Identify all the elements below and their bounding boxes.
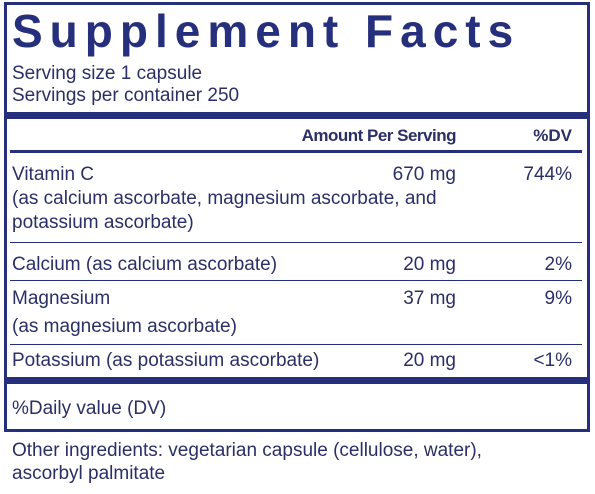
nutrient-name: Calcium (as calcium ascorbate) xyxy=(12,254,278,275)
nutrient-name: Potassium (as potassium ascorbate) xyxy=(12,350,320,371)
row-rule xyxy=(10,344,582,345)
nutrient-note: potassium ascorbate) xyxy=(12,212,194,233)
daily-value: 2% xyxy=(544,254,572,275)
thick-bar xyxy=(7,112,587,119)
amount-header: Amount Per Serving xyxy=(301,126,457,145)
title: Supplement Facts xyxy=(12,5,521,57)
amount: 37 mg xyxy=(403,288,456,309)
amount: 20 mg xyxy=(403,350,456,371)
servings-per-container: Servings per container 250 xyxy=(12,85,240,106)
header-rule xyxy=(10,150,582,153)
thick-bar xyxy=(7,377,587,384)
facts-box xyxy=(4,2,590,432)
nutrient-name: Magnesium xyxy=(12,288,111,309)
row-rule xyxy=(10,280,582,281)
daily-value: 744% xyxy=(523,164,572,185)
row-rule xyxy=(10,242,582,243)
amount: 670 mg xyxy=(392,164,456,185)
nutrient-name: Vitamin C xyxy=(12,164,95,185)
footnote: %Daily value (DV) xyxy=(12,398,167,419)
daily-value: 9% xyxy=(544,288,572,309)
other-ingredients: ascorbyl palmitate xyxy=(12,463,166,484)
other-ingredients: Other ingredients: vegetarian capsule (c… xyxy=(12,440,482,461)
serving-size: Serving size 1 capsule xyxy=(12,63,203,84)
amount: 20 mg xyxy=(403,254,456,275)
daily-value: <1% xyxy=(533,350,572,371)
nutrient-note: (as calcium ascorbate, magnesium ascorba… xyxy=(12,188,437,209)
dv-header: %DV xyxy=(533,126,572,145)
nutrient-note: (as magnesium ascorbate) xyxy=(12,316,237,337)
